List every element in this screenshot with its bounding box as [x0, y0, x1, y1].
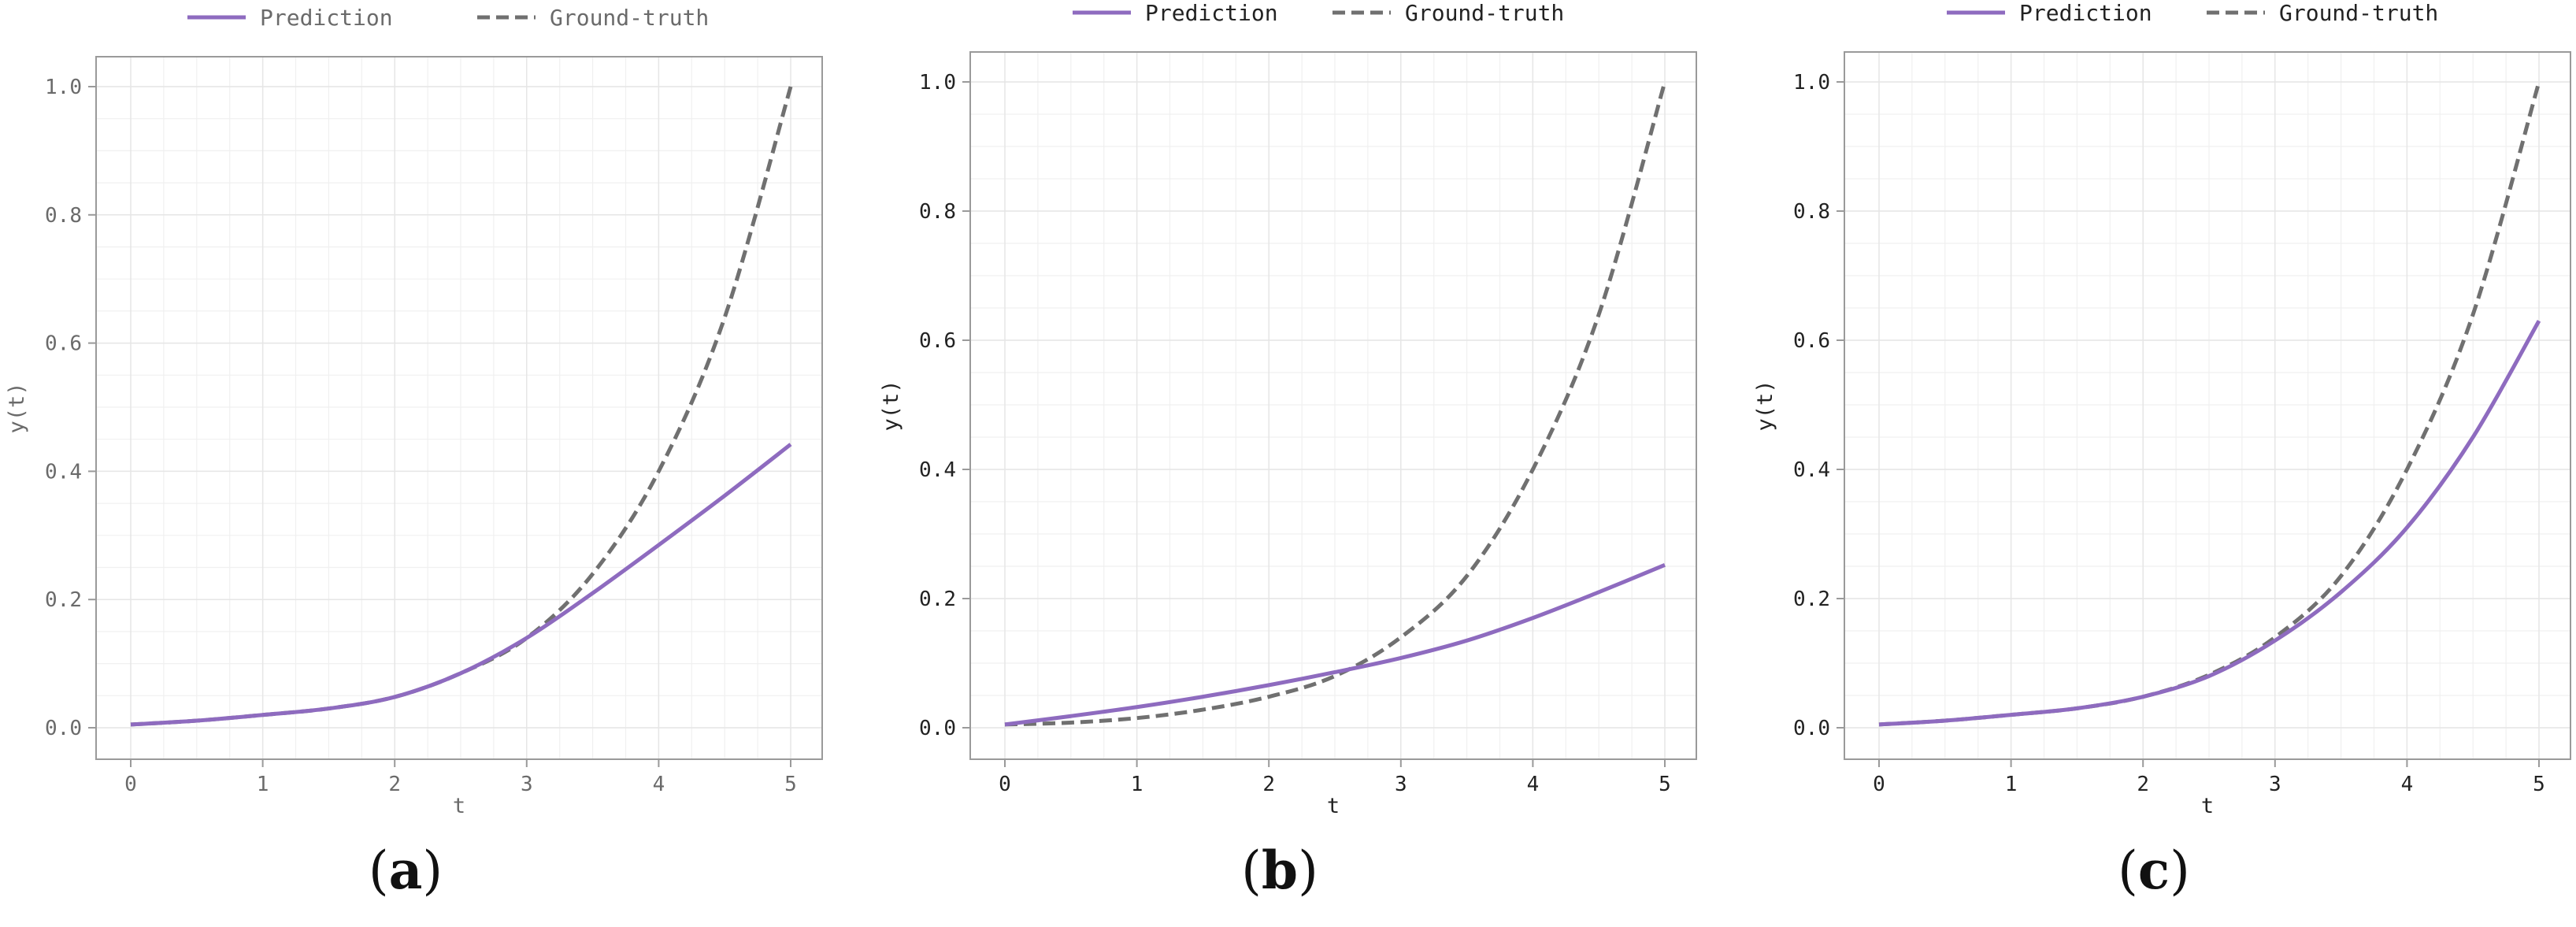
series-line-prediction: [130, 443, 792, 727]
x-tick-label: 4: [2401, 773, 2414, 796]
y-tick-label: 0.2: [919, 588, 956, 611]
x-tick-label: 1: [257, 773, 269, 796]
x-tick-label: 2: [1262, 773, 1275, 796]
y-axis-label: y(t): [5, 382, 29, 433]
legend-label-ground-truth: Ground-truth: [2279, 0, 2438, 26]
y-tick-label: 0.0: [1793, 717, 1830, 740]
panel-caption: (c): [2118, 840, 2190, 901]
x-tick-label: 2: [388, 773, 401, 796]
x-tick-label: 0: [1873, 773, 1885, 796]
y-tick-label: 0.6: [45, 332, 82, 356]
y-axis-label: y(t): [1753, 380, 1777, 431]
x-tick-label: 0: [999, 773, 1011, 796]
y-tick-label: 0.8: [1793, 200, 1830, 224]
y-tick-label: 0.4: [45, 460, 82, 484]
x-tick-label: 3: [1395, 773, 1407, 796]
legend-label-ground-truth: Ground-truth: [1405, 0, 1564, 26]
x-axis-label: t: [1327, 794, 1340, 818]
legend-label-prediction: Prediction: [1145, 0, 1278, 26]
y-tick-label: 0.8: [919, 200, 956, 224]
x-tick-label: 5: [784, 773, 797, 796]
plot-frame: [95, 56, 823, 760]
plot-frame: [1844, 51, 2571, 760]
x-tick-label: 2: [2137, 773, 2149, 796]
y-tick-label: 0.4: [919, 458, 956, 482]
x-tick-label: 0: [124, 773, 137, 796]
y-tick-label: 1.0: [45, 76, 82, 99]
legend: Prediction Ground-truth: [187, 5, 709, 31]
legend: Prediction Ground-truth: [1947, 0, 2438, 26]
y-tick-label: 0.2: [45, 588, 82, 612]
series-line-prediction: [1004, 563, 1666, 727]
chart-panel-c: 0 1 2 3 4 5 0.0 0.2 0.4 0.6 0.8 1.0 t y(t) Prediction G…: [1753, 0, 2571, 901]
y-axis-label: y(t): [879, 380, 903, 431]
x-tick-label: 1: [2005, 773, 2018, 796]
legend-label-prediction: Prediction: [260, 5, 393, 31]
y-tick-label: 0.0: [919, 717, 956, 740]
y-tick-label: 0.0: [45, 717, 82, 740]
panel-caption: (a): [369, 840, 443, 901]
y-tick-label: 0.4: [1793, 458, 1830, 482]
chart-panel-a: 0 1 2 3 4 5 0.0 0.2 0.4 0.6 0.8 1.0 t y(t) Prediction G…: [5, 5, 823, 901]
x-tick-label: 3: [521, 773, 533, 796]
y-tick-label: 0.6: [1793, 329, 1830, 353]
x-tick-label: 4: [653, 773, 665, 796]
panel-caption: (b): [1241, 840, 1318, 901]
y-tick-label: 1.0: [1793, 71, 1830, 95]
legend-label-prediction: Prediction: [2019, 0, 2152, 26]
x-tick-label: 4: [1527, 773, 1540, 796]
x-tick-label: 5: [2533, 773, 2545, 796]
y-tick-label: 0.6: [919, 329, 956, 353]
legend-label-ground-truth: Ground-truth: [550, 5, 709, 31]
x-tick-label: 1: [1131, 773, 1143, 796]
chart-panel-b: 0 1 2 3 4 5 0.0 0.2 0.4 0.6 0.8 1.0 t y(t) Prediction G…: [879, 0, 1697, 901]
y-tick-label: 0.2: [1793, 588, 1830, 611]
x-axis-label: t: [2201, 794, 2214, 818]
plot-frame: [969, 51, 1697, 760]
legend: Prediction Ground-truth: [1073, 0, 1564, 26]
x-axis-label: t: [453, 794, 465, 818]
y-tick-label: 0.8: [45, 204, 82, 228]
x-tick-label: 5: [1659, 773, 1671, 796]
y-tick-label: 1.0: [919, 71, 956, 95]
series-line-prediction: [1878, 320, 2541, 727]
x-tick-label: 3: [2269, 773, 2281, 796]
